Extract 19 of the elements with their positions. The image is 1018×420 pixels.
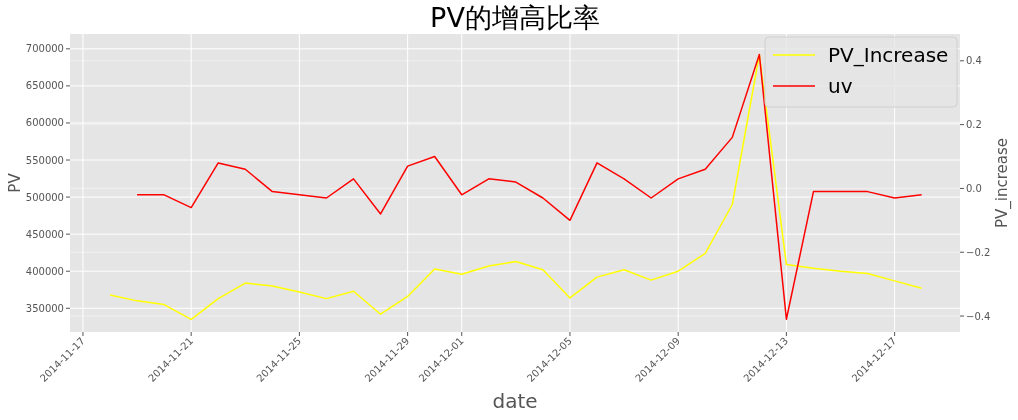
y-tick-label: 550000 — [25, 154, 64, 166]
y2-tick-label: 0.2 — [966, 119, 982, 131]
y-tick-label: 600000 — [25, 117, 64, 129]
chart-title: PV的增高比率 — [430, 2, 600, 33]
y-tick-label: 450000 — [25, 228, 64, 240]
y-axis-title: PV — [6, 172, 24, 193]
y-tick-label: 700000 — [25, 43, 64, 55]
y-tick-label: 500000 — [25, 191, 64, 203]
legend-label: PV_Increase — [828, 43, 949, 67]
y2-tick-label: −0.2 — [966, 246, 991, 258]
y-tick-label: 400000 — [25, 265, 64, 277]
y2-tick-label: 0.4 — [966, 55, 982, 67]
y-tick-label: 650000 — [25, 80, 64, 92]
y-tick-label: 350000 — [25, 302, 64, 314]
y2-tick-label: 0.0 — [966, 182, 982, 194]
y2-axis-title: PV_increase — [993, 137, 1012, 229]
y2-tick-label: −0.4 — [966, 310, 991, 322]
x-axis-title: date — [492, 389, 538, 413]
legend-label: uv — [828, 74, 853, 98]
